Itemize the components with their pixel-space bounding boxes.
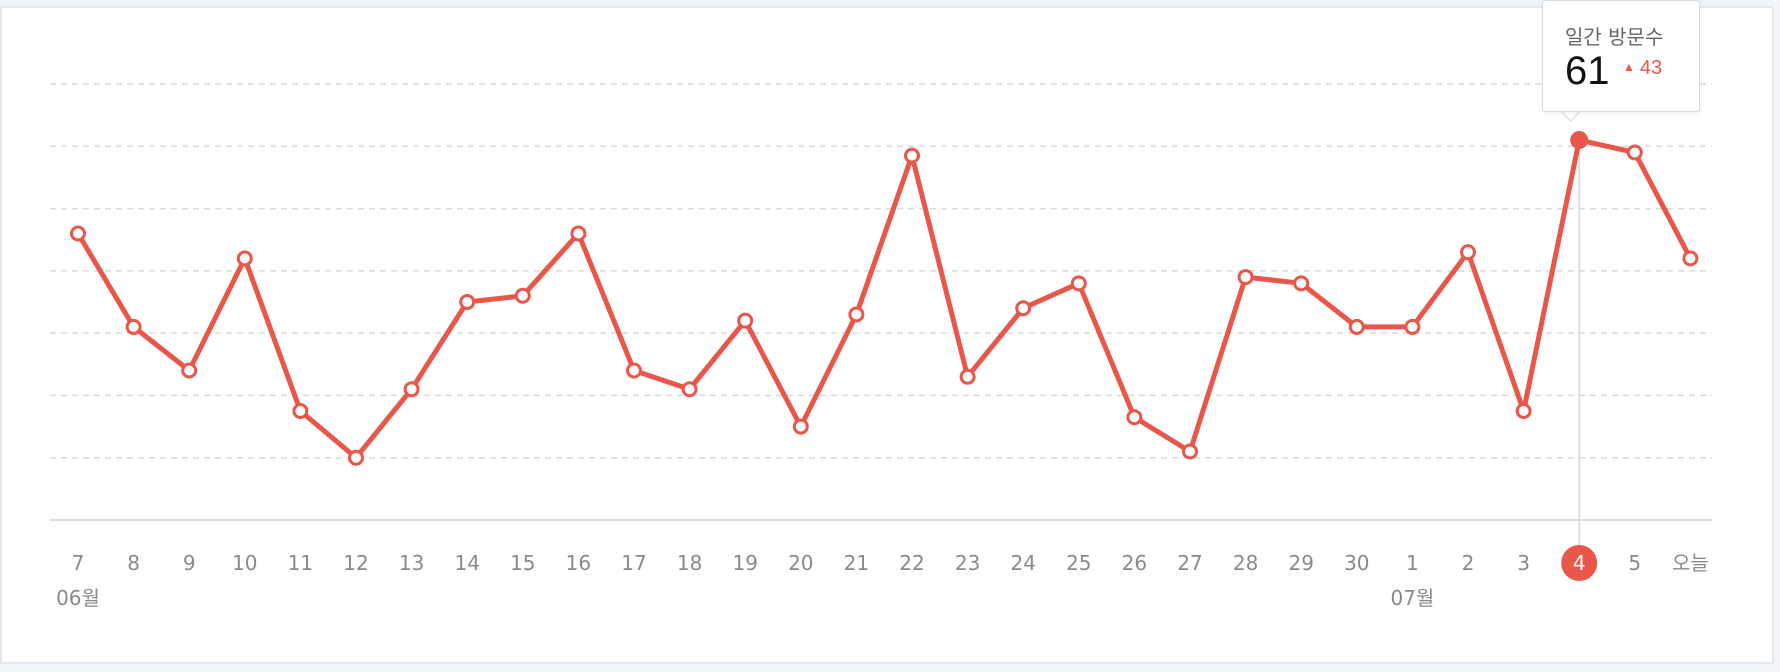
data-point[interactable]	[236, 250, 253, 267]
data-point[interactable]	[181, 362, 198, 379]
data-point[interactable]	[1293, 275, 1310, 292]
x-tick-label[interactable]: 13	[399, 551, 424, 575]
data-point[interactable]	[1237, 269, 1254, 286]
x-tick-label[interactable]: 17	[621, 551, 646, 575]
x-tick-label[interactable]: 1	[1406, 551, 1419, 575]
x-tick-label[interactable]: 12	[343, 551, 368, 575]
active-tick-marker	[1561, 545, 1598, 581]
x-tick-label[interactable]: 15	[510, 551, 535, 575]
tooltip-change: ▲ 43	[1623, 57, 1662, 80]
x-tick-label[interactable]: 19	[732, 551, 757, 575]
x-tick-label[interactable]: 20	[788, 551, 813, 575]
x-tick-label[interactable]: 30	[1344, 551, 1369, 575]
x-tick-label[interactable]: 26	[1122, 551, 1147, 575]
tooltip-title: 일간 방문수	[1565, 25, 1664, 49]
data-point[interactable]	[1015, 300, 1032, 317]
data-point[interactable]	[1348, 318, 1365, 335]
data-point[interactable]	[626, 362, 642, 379]
data-point[interactable]	[737, 312, 754, 329]
x-tick-label[interactable]: 16	[566, 551, 591, 575]
data-point[interactable]	[681, 381, 698, 398]
x-tick-label[interactable]: 4	[1573, 551, 1586, 575]
chart-tooltip: 일간 방문수 61 ▲ 43	[1542, 0, 1700, 112]
data-point[interactable]	[514, 287, 531, 304]
x-tick-label[interactable]: 9	[183, 551, 196, 575]
x-tick-label[interactable]: 7	[72, 551, 85, 575]
data-point[interactable]	[292, 403, 309, 419]
tooltip-value: 61	[1565, 49, 1610, 93]
data-point[interactable]	[1626, 144, 1643, 161]
x-tick-label[interactable]: 28	[1233, 551, 1258, 575]
x-tick-label[interactable]: 22	[899, 551, 924, 575]
x-tick-label[interactable]: 23	[955, 551, 980, 575]
gridlines	[50, 83, 1712, 459]
x-tick-label[interactable]: 24	[1010, 551, 1035, 575]
x-tick-label[interactable]: 25	[1066, 551, 1091, 575]
data-point[interactable]	[125, 318, 142, 335]
data-point[interactable]	[459, 294, 476, 310]
data-point[interactable]	[792, 418, 809, 435]
data-point[interactable]	[1126, 409, 1143, 426]
data-point[interactable]	[1460, 244, 1476, 261]
x-tick-label[interactable]: 10	[232, 551, 257, 575]
x-tick-label[interactable]: 27	[1177, 551, 1202, 575]
chart-card	[0, 6, 1774, 664]
data-point[interactable]	[1682, 250, 1699, 267]
triangle-up-icon: ▲	[1623, 60, 1635, 74]
x-tick-label[interactable]: 18	[677, 551, 702, 575]
x-tick-label[interactable]: 21	[844, 551, 869, 575]
month-label: 06월	[56, 586, 100, 610]
data-point[interactable]	[70, 225, 86, 242]
data-point[interactable]	[348, 449, 364, 466]
x-tick-label[interactable]: 14	[454, 551, 479, 575]
data-point[interactable]	[570, 225, 587, 242]
data-point-highlighted[interactable]	[1570, 131, 1589, 150]
x-tick-label[interactable]: 8	[127, 551, 140, 575]
data-point[interactable]	[848, 306, 865, 323]
data-point[interactable]	[1515, 403, 1532, 419]
x-tick-label[interactable]: 오늘	[1672, 551, 1709, 575]
data-point[interactable]	[403, 381, 420, 398]
data-point[interactable]	[959, 368, 976, 385]
data-point[interactable]	[1182, 443, 1198, 460]
data-point[interactable]	[1404, 318, 1421, 335]
x-tick-label[interactable]: 29	[1288, 551, 1313, 575]
series-line	[75, 137, 1693, 461]
data-point[interactable]	[904, 147, 920, 164]
x-tick-label[interactable]: 11	[288, 551, 313, 575]
x-tick-label[interactable]: 2	[1462, 551, 1475, 575]
tooltip-change-value: 43	[1639, 57, 1663, 79]
x-tick-label[interactable]: 3	[1517, 551, 1530, 575]
data-point[interactable]	[1070, 275, 1087, 292]
x-tick-label[interactable]: 5	[1628, 551, 1641, 575]
month-label: 07월	[1390, 586, 1434, 610]
